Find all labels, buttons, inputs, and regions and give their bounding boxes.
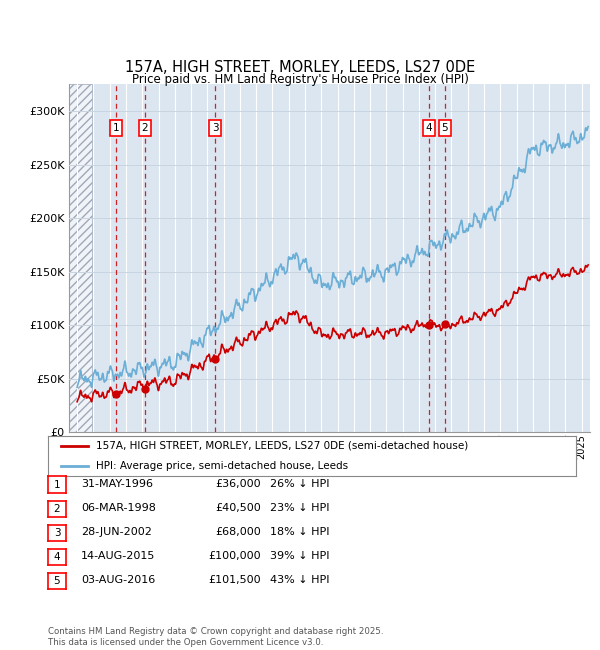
Text: 1: 1 bbox=[53, 480, 61, 489]
Text: 28-JUN-2002: 28-JUN-2002 bbox=[81, 527, 152, 538]
Text: Contains HM Land Registry data © Crown copyright and database right 2025.
This d: Contains HM Land Registry data © Crown c… bbox=[48, 627, 383, 647]
Text: 23% ↓ HPI: 23% ↓ HPI bbox=[270, 503, 329, 514]
Text: £36,000: £36,000 bbox=[215, 479, 261, 489]
Text: 5: 5 bbox=[53, 576, 61, 586]
Text: £40,500: £40,500 bbox=[215, 503, 261, 514]
Text: 31-MAY-1996: 31-MAY-1996 bbox=[81, 479, 153, 489]
Text: 1: 1 bbox=[113, 123, 119, 133]
Text: HPI: Average price, semi-detached house, Leeds: HPI: Average price, semi-detached house,… bbox=[95, 461, 347, 471]
Bar bbox=[69, 84, 92, 432]
Text: 157A, HIGH STREET, MORLEY, LEEDS, LS27 0DE (semi-detached house): 157A, HIGH STREET, MORLEY, LEEDS, LS27 0… bbox=[95, 441, 468, 450]
Text: 14-AUG-2015: 14-AUG-2015 bbox=[81, 551, 155, 562]
Text: 2: 2 bbox=[142, 123, 148, 133]
Text: 03-AUG-2016: 03-AUG-2016 bbox=[81, 575, 155, 586]
Text: 2: 2 bbox=[53, 504, 61, 514]
Text: Price paid vs. HM Land Registry's House Price Index (HPI): Price paid vs. HM Land Registry's House … bbox=[131, 73, 469, 86]
Text: 157A, HIGH STREET, MORLEY, LEEDS, LS27 0DE: 157A, HIGH STREET, MORLEY, LEEDS, LS27 0… bbox=[125, 60, 475, 75]
Text: 4: 4 bbox=[425, 123, 432, 133]
Text: 3: 3 bbox=[53, 528, 61, 538]
Text: 43% ↓ HPI: 43% ↓ HPI bbox=[270, 575, 329, 586]
Text: 06-MAR-1998: 06-MAR-1998 bbox=[81, 503, 156, 514]
Text: £68,000: £68,000 bbox=[215, 527, 261, 538]
Text: 26% ↓ HPI: 26% ↓ HPI bbox=[270, 479, 329, 489]
Text: 3: 3 bbox=[212, 123, 218, 133]
Text: 5: 5 bbox=[442, 123, 448, 133]
Text: 39% ↓ HPI: 39% ↓ HPI bbox=[270, 551, 329, 562]
Text: 4: 4 bbox=[53, 552, 61, 562]
Text: £101,500: £101,500 bbox=[208, 575, 261, 586]
Text: 18% ↓ HPI: 18% ↓ HPI bbox=[270, 527, 329, 538]
Bar bbox=[69, 84, 92, 432]
Text: £100,000: £100,000 bbox=[208, 551, 261, 562]
